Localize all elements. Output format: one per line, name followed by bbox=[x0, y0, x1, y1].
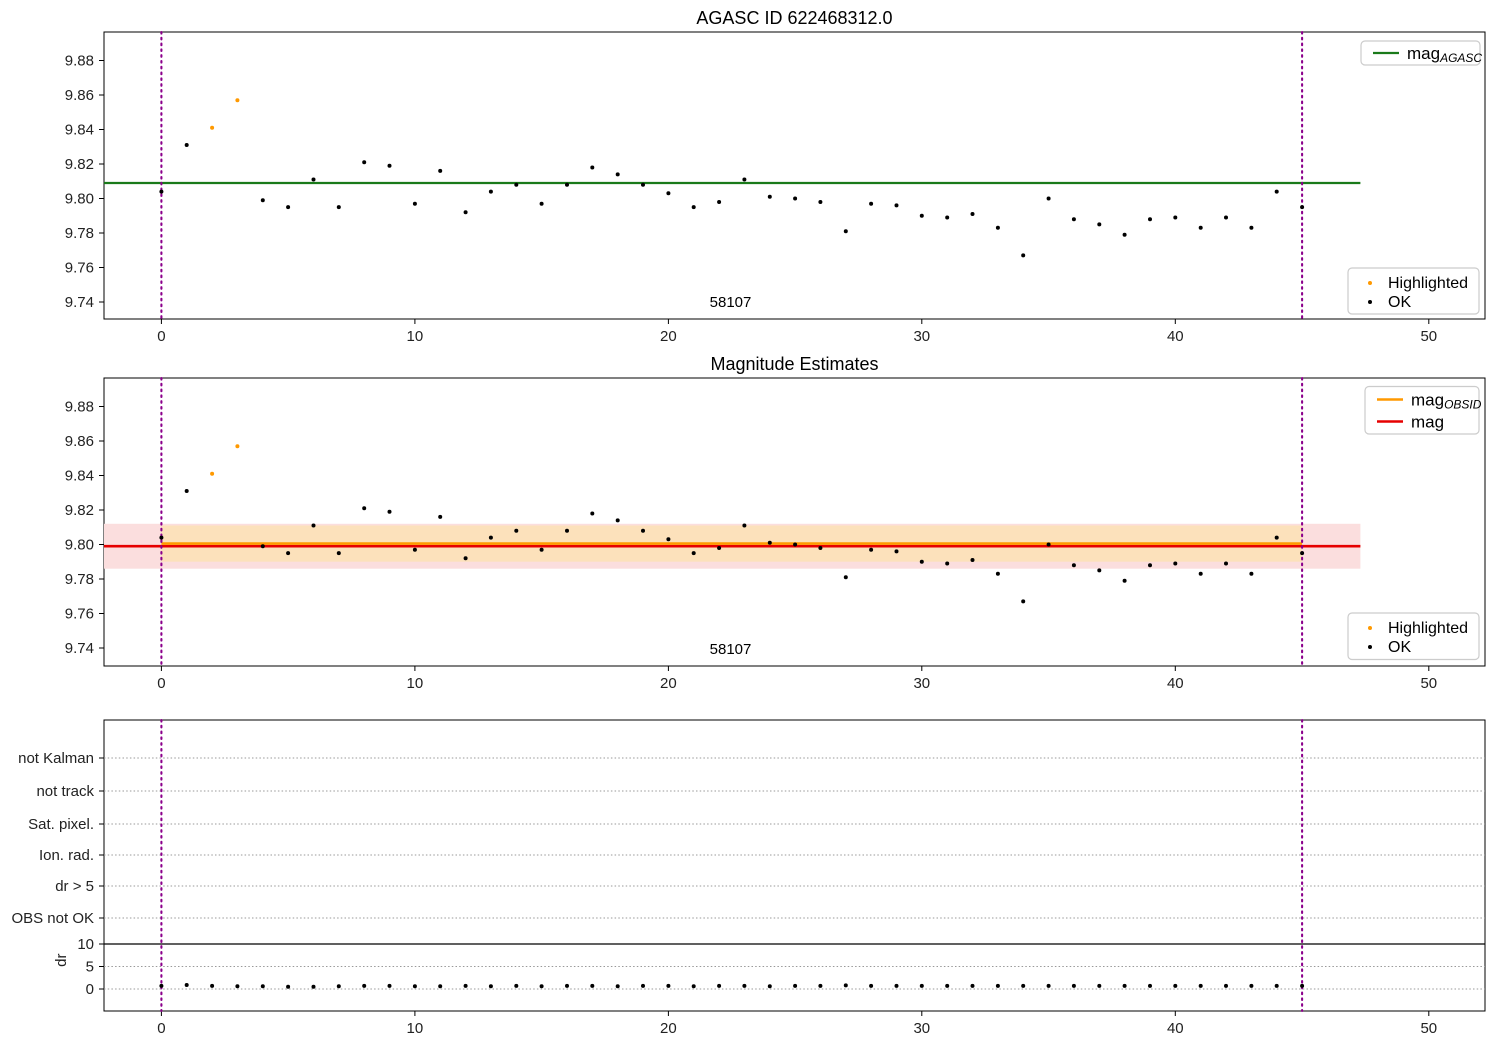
svg-text:50: 50 bbox=[1420, 1020, 1437, 1037]
svg-text:40: 40 bbox=[1167, 328, 1184, 345]
svg-text:10: 10 bbox=[407, 675, 424, 692]
svg-text:9.82: 9.82 bbox=[65, 156, 94, 173]
svg-text:50: 50 bbox=[1420, 328, 1437, 345]
svg-text:9.88: 9.88 bbox=[65, 53, 94, 70]
svg-text:10: 10 bbox=[407, 328, 424, 345]
svg-text:Magnitude Estimates: Magnitude Estimates bbox=[710, 354, 878, 374]
svg-text:0: 0 bbox=[157, 328, 165, 345]
svg-text:dr > 5: dr > 5 bbox=[55, 878, 94, 895]
svg-text:9.78: 9.78 bbox=[65, 225, 94, 242]
svg-text:58107: 58107 bbox=[710, 294, 752, 311]
svg-text:AGASC ID 622468312.0: AGASC ID 622468312.0 bbox=[696, 8, 892, 28]
svg-text:9.76: 9.76 bbox=[65, 260, 94, 277]
svg-text:58107: 58107 bbox=[710, 641, 752, 658]
svg-text:9.82: 9.82 bbox=[65, 502, 94, 519]
svg-text:not track: not track bbox=[36, 783, 94, 800]
svg-text:Ion. rad.: Ion. rad. bbox=[39, 847, 94, 864]
svg-text:30: 30 bbox=[913, 675, 930, 692]
svg-text:OK: OK bbox=[1388, 639, 1411, 656]
svg-text:Highlighted: Highlighted bbox=[1388, 620, 1468, 637]
svg-text:9.84: 9.84 bbox=[65, 122, 94, 139]
svg-text:40: 40 bbox=[1167, 675, 1184, 692]
svg-text:20: 20 bbox=[660, 675, 677, 692]
svg-text:9.86: 9.86 bbox=[65, 433, 94, 450]
svg-text:dr: dr bbox=[53, 954, 70, 967]
svg-text:OK: OK bbox=[1388, 294, 1411, 311]
svg-text:30: 30 bbox=[913, 328, 930, 345]
svg-text:Sat. pixel.: Sat. pixel. bbox=[28, 816, 94, 833]
svg-text:9.78: 9.78 bbox=[65, 571, 94, 588]
svg-text:20: 20 bbox=[660, 328, 677, 345]
svg-text:10: 10 bbox=[77, 936, 94, 953]
svg-text:9.88: 9.88 bbox=[65, 399, 94, 416]
svg-text:5: 5 bbox=[86, 959, 94, 976]
svg-text:0: 0 bbox=[157, 675, 165, 692]
svg-text:9.80: 9.80 bbox=[65, 537, 94, 554]
svg-text:20: 20 bbox=[660, 1020, 677, 1037]
svg-text:50: 50 bbox=[1420, 675, 1437, 692]
svg-text:not Kalman: not Kalman bbox=[18, 750, 94, 767]
svg-text:40: 40 bbox=[1167, 1020, 1184, 1037]
svg-text:mag: mag bbox=[1411, 413, 1444, 432]
svg-text:9.74: 9.74 bbox=[65, 640, 94, 657]
svg-text:9.80: 9.80 bbox=[65, 191, 94, 208]
svg-text:0: 0 bbox=[157, 1020, 165, 1037]
svg-text:Highlighted: Highlighted bbox=[1388, 275, 1468, 292]
svg-text:9.76: 9.76 bbox=[65, 606, 94, 623]
svg-text:9.74: 9.74 bbox=[65, 294, 94, 311]
svg-text:10: 10 bbox=[407, 1020, 424, 1037]
svg-text:9.86: 9.86 bbox=[65, 87, 94, 104]
svg-text:9.84: 9.84 bbox=[65, 468, 94, 485]
svg-text:30: 30 bbox=[913, 1020, 930, 1037]
svg-text:0: 0 bbox=[86, 981, 94, 998]
svg-text:OBS not OK: OBS not OK bbox=[11, 910, 94, 927]
